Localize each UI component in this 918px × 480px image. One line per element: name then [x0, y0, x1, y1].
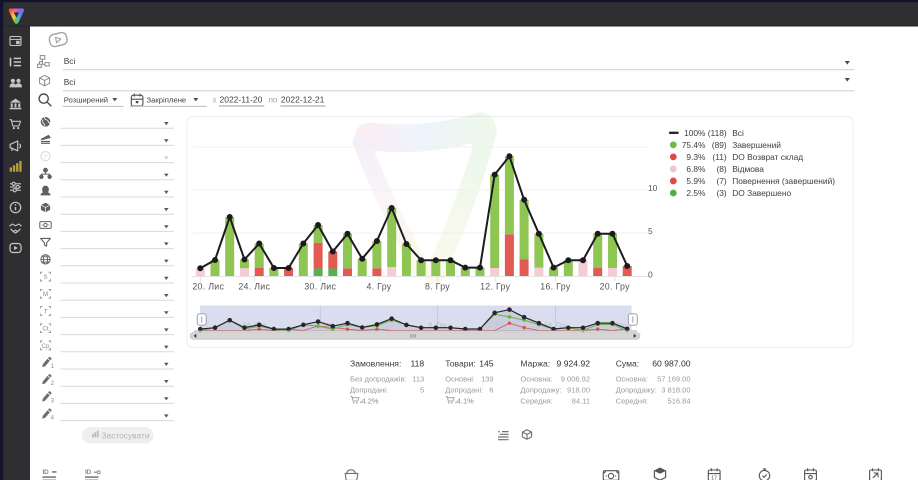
svg-text:Розширений: Розширений: [64, 96, 108, 105]
svg-text:Середня:: Середня:: [616, 397, 648, 406]
svg-text:Основні:: Основні:: [445, 375, 475, 384]
svg-text:5: 5: [420, 386, 424, 395]
svg-text:Допродані:: Допродані:: [445, 386, 483, 395]
svg-text:9 924.92: 9 924.92: [557, 358, 591, 368]
svg-text:Застосувати: Застосувати: [102, 430, 150, 440]
svg-text:(89): (89): [712, 140, 727, 150]
svg-text:DO Возврат склад: DO Возврат склад: [732, 152, 803, 162]
svg-text:x: x: [455, 401, 458, 406]
svg-text:x: x: [360, 401, 363, 406]
svg-text:12. Гру: 12. Гру: [480, 281, 511, 291]
svg-text:DO Завершено: DO Завершено: [732, 188, 791, 198]
svg-text:3: 3: [51, 398, 55, 404]
svg-text:4.1%: 4.1%: [457, 397, 474, 406]
svg-text:Всі: Всі: [732, 128, 744, 138]
svg-text:10: 10: [648, 183, 658, 193]
svg-text:20. Лис: 20. Лис: [192, 281, 224, 291]
svg-text:Ct: Ct: [42, 326, 49, 333]
svg-text:57 169.00: 57 169.00: [657, 375, 690, 384]
svg-text:?: ?: [44, 154, 48, 161]
svg-text:139: 139: [481, 375, 494, 384]
svg-text:145: 145: [479, 358, 494, 368]
svg-text:Основна:: Основна:: [520, 375, 552, 384]
svg-text:9 006.92: 9 006.92: [561, 375, 590, 384]
svg-text:2022-11-20: 2022-11-20: [220, 95, 263, 105]
svg-text:Маржа:: Маржа:: [520, 358, 550, 368]
svg-text:118: 118: [410, 358, 424, 368]
svg-text:2022-12-21: 2022-12-21: [281, 95, 325, 105]
svg-text:Всі: Всі: [64, 77, 76, 87]
svg-text:16. Гру: 16. Гру: [544, 323, 567, 330]
svg-text:Відмова: Відмова: [732, 164, 764, 174]
svg-text:17: 17: [711, 476, 717, 480]
svg-text:Повернення (завершений): Повернення (завершений): [732, 176, 835, 186]
svg-text:30. Лис: 30. Лис: [304, 281, 336, 291]
svg-text:84.11: 84.11: [572, 397, 590, 406]
svg-text:Всі: Всі: [64, 56, 76, 66]
svg-text:4. Гру: 4. Гру: [366, 281, 391, 291]
svg-text:5: 5: [648, 226, 653, 236]
svg-text:(118): (118): [708, 128, 727, 138]
svg-text:8. Гру: 8. Гру: [428, 323, 447, 330]
svg-text:(7): (7): [716, 176, 726, 186]
svg-text:2: 2: [51, 381, 55, 387]
svg-text:16. Гру: 16. Гру: [540, 281, 571, 291]
svg-text:ID: ID: [43, 469, 50, 476]
svg-text:(3): (3): [716, 188, 726, 198]
svg-text:4: 4: [51, 416, 55, 422]
svg-text:Сума:: Сума:: [616, 358, 639, 368]
svg-text:Середня:: Середня:: [520, 397, 552, 406]
svg-text:8. Гру: 8. Гру: [425, 281, 450, 291]
svg-text:2.5%: 2.5%: [686, 188, 706, 198]
svg-text:4.2%: 4.2%: [362, 397, 379, 406]
svg-text:Завершений: Завершений: [732, 140, 781, 150]
svg-text:20. Гру: 20. Гру: [600, 281, 631, 291]
svg-text:по: по: [269, 95, 278, 104]
svg-text:T: T: [44, 308, 48, 315]
svg-text:Закріплене: Закріплене: [147, 96, 187, 105]
svg-text:1: 1: [51, 364, 55, 370]
svg-text:S: S: [43, 274, 47, 281]
svg-text:Товари:: Товари:: [445, 358, 476, 368]
svg-text:5.9%: 5.9%: [686, 176, 706, 186]
svg-text:100%: 100%: [684, 128, 706, 138]
svg-text:75.4%: 75.4%: [682, 140, 706, 150]
svg-text:60 987.00: 60 987.00: [652, 358, 690, 368]
svg-text:24. Лис: 24. Лис: [238, 281, 270, 291]
svg-text:M: M: [43, 291, 48, 298]
svg-text:113: 113: [412, 375, 424, 384]
svg-text:Допродані:: Допродані:: [350, 386, 388, 395]
svg-text:Без допродажів:: Без допродажів:: [350, 375, 407, 384]
svg-text:ID: ID: [85, 469, 92, 476]
svg-text:з: з: [212, 95, 216, 104]
svg-text:0: 0: [648, 270, 653, 280]
svg-text:Допродажу:: Допродажу:: [616, 386, 657, 395]
svg-text:918.00: 918.00: [567, 386, 590, 395]
svg-text:(11): (11): [712, 152, 726, 162]
svg-text:Допродажу:: Допродажу:: [520, 386, 561, 395]
svg-text:Основна:: Основна:: [616, 375, 648, 384]
svg-text:9.3%: 9.3%: [686, 152, 706, 162]
svg-text:6: 6: [489, 386, 493, 395]
svg-text:516.84: 516.84: [668, 397, 691, 406]
svg-text:3 818.00: 3 818.00: [661, 386, 690, 395]
svg-text:Замовлення:: Замовлення:: [350, 358, 401, 368]
svg-text:Cp: Cp: [41, 343, 50, 350]
svg-text:6.8%: 6.8%: [686, 164, 706, 174]
svg-text:(8): (8): [716, 164, 726, 174]
